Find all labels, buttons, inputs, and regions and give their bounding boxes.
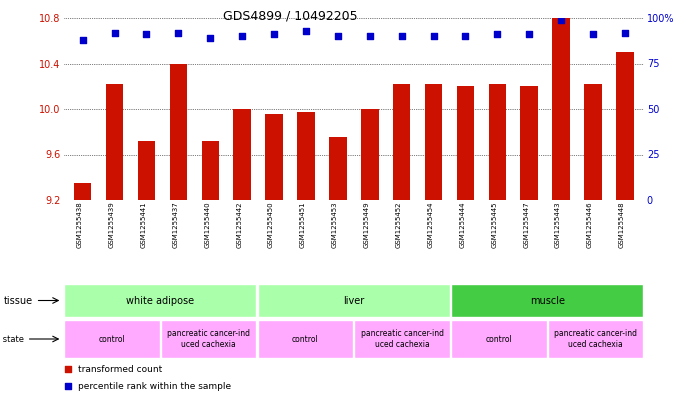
Text: GSM1255449: GSM1255449 (363, 202, 370, 248)
Text: GSM1255451: GSM1255451 (300, 202, 306, 248)
Bar (74, 183, 91, 200)
Bar (258, 285, 450, 317)
Bar (520, 86, 538, 200)
Bar (584, 84, 602, 200)
Bar (489, 84, 506, 200)
Text: disease state: disease state (0, 334, 24, 343)
Bar (138, 141, 155, 200)
Text: GSM1255452: GSM1255452 (396, 202, 401, 248)
Text: GSM1255441: GSM1255441 (140, 202, 146, 248)
Point (301, 28, 312, 34)
Text: GDS4899 / 10492205: GDS4899 / 10492205 (223, 10, 357, 23)
Point (587, 31, 598, 37)
Text: GSM1255440: GSM1255440 (205, 202, 210, 248)
Text: percentile rank within the sample: percentile rank within the sample (78, 382, 231, 391)
Point (236, 33, 247, 39)
Text: GSM1255443: GSM1255443 (555, 202, 561, 248)
Text: tissue: tissue (4, 296, 33, 305)
Text: GSM1255442: GSM1255442 (236, 202, 242, 248)
Point (63, 366, 74, 373)
Text: transformed count: transformed count (78, 365, 162, 374)
Bar (64, 320, 160, 358)
Point (428, 33, 439, 39)
Bar (393, 84, 410, 200)
Text: GSM1255450: GSM1255450 (268, 202, 274, 248)
Point (332, 33, 343, 39)
Text: GSM1255453: GSM1255453 (332, 202, 338, 248)
Bar (548, 320, 643, 358)
Bar (161, 320, 256, 358)
Bar (64, 285, 256, 317)
Bar (265, 114, 283, 200)
Text: pancreatic cancer-ind
uced cachexia: pancreatic cancer-ind uced cachexia (554, 329, 637, 349)
Text: GSM1255448: GSM1255448 (619, 202, 625, 248)
Bar (354, 320, 450, 358)
Text: GSM1255444: GSM1255444 (460, 202, 466, 248)
Text: control: control (486, 334, 512, 343)
Text: GSM1255446: GSM1255446 (587, 202, 593, 248)
Bar (234, 109, 251, 200)
Text: control: control (292, 334, 319, 343)
Bar (297, 112, 314, 200)
Text: white adipose: white adipose (126, 296, 194, 305)
Text: control: control (99, 334, 125, 343)
Point (556, 17, 567, 23)
Point (396, 33, 407, 39)
Text: liver: liver (343, 296, 364, 305)
Bar (169, 64, 187, 200)
Point (364, 33, 375, 39)
Point (173, 29, 184, 36)
Bar (329, 138, 347, 200)
Bar (425, 84, 442, 200)
Point (492, 31, 503, 37)
Text: pancreatic cancer-ind
uced cachexia: pancreatic cancer-ind uced cachexia (361, 329, 444, 349)
Point (619, 29, 630, 36)
Point (460, 33, 471, 39)
Text: muscle: muscle (530, 296, 565, 305)
Text: pancreatic cancer-ind
uced cachexia: pancreatic cancer-ind uced cachexia (167, 329, 250, 349)
Bar (106, 84, 124, 200)
Text: GSM1255438: GSM1255438 (77, 202, 83, 248)
Bar (457, 86, 474, 200)
Text: GSM1255439: GSM1255439 (108, 202, 115, 248)
Point (77, 37, 88, 43)
Bar (202, 141, 219, 200)
Point (109, 29, 120, 36)
Text: GSM1255445: GSM1255445 (491, 202, 498, 248)
Point (141, 31, 152, 37)
Bar (258, 320, 353, 358)
Point (269, 31, 280, 37)
Bar (552, 18, 570, 200)
Point (205, 35, 216, 41)
Bar (451, 320, 547, 358)
Point (524, 31, 535, 37)
Bar (361, 109, 379, 200)
Bar (616, 52, 634, 200)
Bar (451, 285, 643, 317)
Text: GSM1255447: GSM1255447 (523, 202, 529, 248)
Point (63, 383, 74, 389)
Text: GSM1255454: GSM1255454 (428, 202, 433, 248)
Text: GSM1255437: GSM1255437 (172, 202, 178, 248)
